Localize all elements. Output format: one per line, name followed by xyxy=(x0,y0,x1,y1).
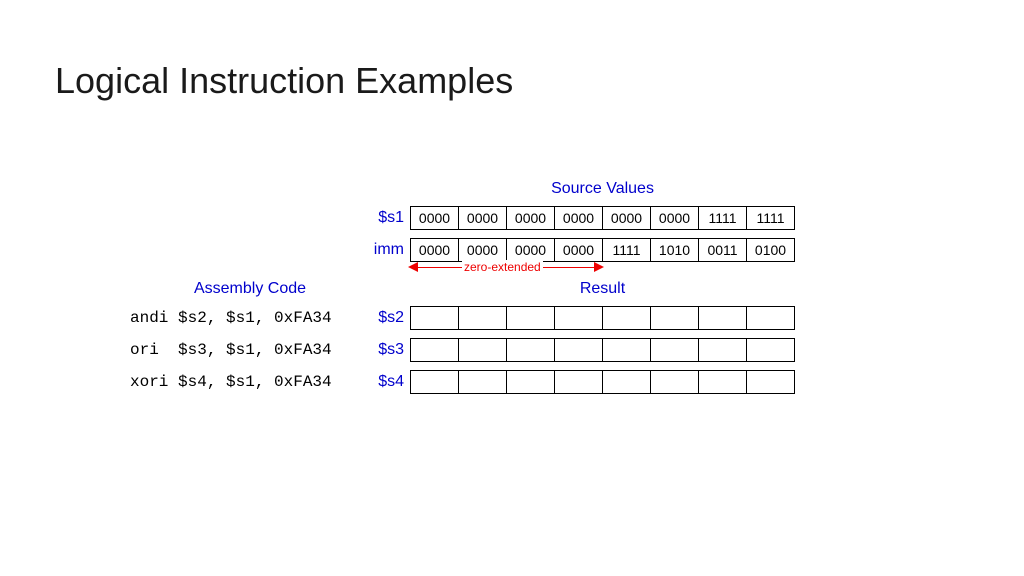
asm-xori: xori $s4, $s1, 0xFA34 xyxy=(130,373,370,391)
bit-cell xyxy=(411,306,459,330)
slide-title: Logical Instruction Examples xyxy=(55,60,513,102)
result-header: Result xyxy=(410,280,795,298)
row-s1: $s1 0000 0000 0000 0000 0000 0000 1111 1… xyxy=(130,206,795,230)
label-imm: imm xyxy=(370,241,410,259)
bit-cell: 0000 xyxy=(603,206,651,230)
bit-cell xyxy=(459,306,507,330)
bit-cell: 1111 xyxy=(603,238,651,262)
zero-extended-label: zero-extended xyxy=(462,260,543,274)
bits-s2 xyxy=(410,306,795,330)
bits-imm: 0000 0000 0000 0000 1111 1010 0011 0100 xyxy=(410,238,795,262)
bit-cell: 1111 xyxy=(747,206,795,230)
bit-cell: 0000 xyxy=(507,238,555,262)
row-imm: imm 0000 0000 0000 0000 1111 1010 0011 0… xyxy=(130,238,795,262)
arrow-right-icon xyxy=(594,262,604,272)
bit-cell xyxy=(459,338,507,362)
bit-cell xyxy=(555,370,603,394)
source-values-header: Source Values xyxy=(410,180,795,198)
bit-cell: 0100 xyxy=(747,238,795,262)
bit-cell xyxy=(411,370,459,394)
zero-extended-arrow: zero-extended xyxy=(410,262,795,280)
bit-cell: 0011 xyxy=(699,238,747,262)
bit-cell xyxy=(699,338,747,362)
arrow-left-icon xyxy=(408,262,418,272)
diagram-area: Source Values $s1 0000 0000 0000 0000 00… xyxy=(130,180,890,394)
row-s3: ori $s3, $s1, 0xFA34 $s3 xyxy=(130,338,795,362)
assembly-code-header: Assembly Code xyxy=(130,280,370,298)
bit-cell xyxy=(747,370,795,394)
bit-cell: 0000 xyxy=(411,206,459,230)
bit-cell xyxy=(651,338,699,362)
bits-s4 xyxy=(410,370,795,394)
bit-cell xyxy=(603,370,651,394)
label-s1: $s1 xyxy=(370,209,410,227)
bit-cell: 0000 xyxy=(507,206,555,230)
asm-andi: andi $s2, $s1, 0xFA34 xyxy=(130,309,370,327)
bit-cell: 1111 xyxy=(699,206,747,230)
bits-s3 xyxy=(410,338,795,362)
bit-cell xyxy=(699,306,747,330)
label-s2: $s2 xyxy=(370,309,410,327)
bit-cell xyxy=(507,338,555,362)
bit-cell xyxy=(747,338,795,362)
bit-cell xyxy=(747,306,795,330)
bit-cell xyxy=(411,338,459,362)
label-s3: $s3 xyxy=(370,341,410,359)
bit-cell: 0000 xyxy=(555,206,603,230)
row-s2: andi $s2, $s1, 0xFA34 $s2 xyxy=(130,306,795,330)
bit-cell: 0000 xyxy=(651,206,699,230)
bit-cell: 0000 xyxy=(459,206,507,230)
row-s4: xori $s4, $s1, 0xFA34 $s4 xyxy=(130,370,795,394)
label-s4: $s4 xyxy=(370,373,410,391)
bits-s1: 0000 0000 0000 0000 0000 0000 1111 1111 xyxy=(410,206,795,230)
layout-table: Source Values $s1 0000 0000 0000 0000 00… xyxy=(130,180,795,394)
bit-cell: 0000 xyxy=(459,238,507,262)
bit-cell xyxy=(651,370,699,394)
bit-cell xyxy=(507,370,555,394)
bit-cell: 0000 xyxy=(555,238,603,262)
bit-cell: 0000 xyxy=(411,238,459,262)
asm-ori: ori $s3, $s1, 0xFA34 xyxy=(130,341,370,359)
bit-cell xyxy=(555,338,603,362)
bit-cell xyxy=(651,306,699,330)
bit-cell: 1010 xyxy=(651,238,699,262)
bit-cell xyxy=(603,338,651,362)
bit-cell xyxy=(507,306,555,330)
bit-cell xyxy=(555,306,603,330)
bit-cell xyxy=(459,370,507,394)
bit-cell xyxy=(699,370,747,394)
bit-cell xyxy=(603,306,651,330)
